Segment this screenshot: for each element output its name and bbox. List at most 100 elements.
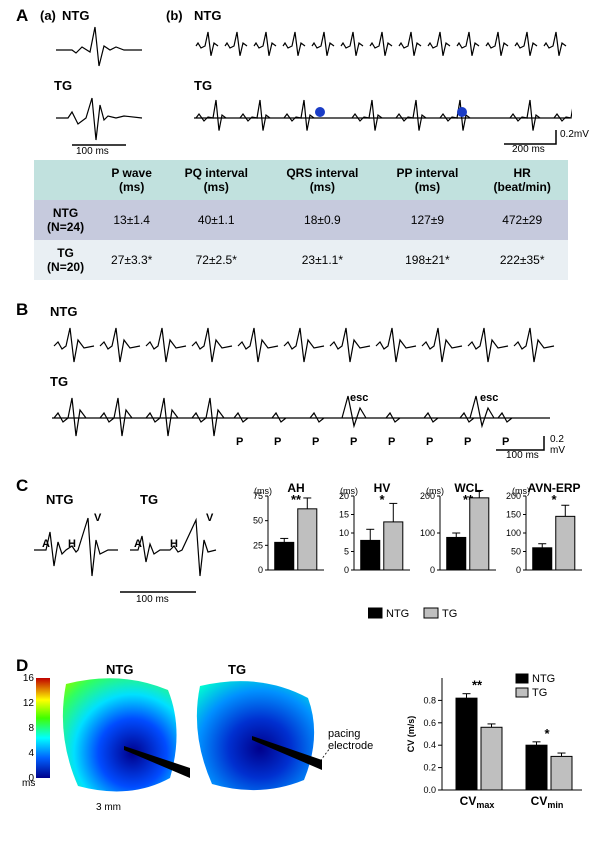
- svg-text:CV (m/s): CV (m/s): [406, 716, 416, 753]
- table-cell: 472±29: [476, 200, 568, 240]
- panel-b-scale-amp: 0.2 mV: [550, 434, 576, 456]
- esc-annotation: esc: [480, 392, 498, 404]
- panel-b-tg: TG: [50, 374, 68, 389]
- table-header: PP interval (ms): [378, 160, 476, 200]
- svg-text:16: 16: [23, 674, 35, 684]
- table-cell: 23±1.1*: [266, 240, 378, 280]
- panel-a-sub-b: (b): [166, 8, 183, 23]
- pacing-electrode-label: pacing electrode: [328, 728, 388, 752]
- panel-c: C NTG TG A H V A H V 100 ms NTG TG 02550…: [16, 476, 582, 626]
- table-header: QRS interval (ms): [266, 160, 378, 200]
- panel-c-tg: TG: [140, 492, 158, 507]
- panel-d: D 0481216 ms NTG TG: [16, 656, 582, 836]
- table-row-head: TG (N=20): [34, 240, 97, 280]
- svg-text:0.8: 0.8: [423, 695, 436, 705]
- bar-chart-HV: 05101520(ms)HV*: [328, 482, 414, 604]
- panel-d-scalebar-label: 3 mm: [96, 802, 121, 813]
- table-cell: 18±0.9: [266, 200, 378, 240]
- panel-a-scale-b-amp: 0.2mV: [560, 129, 589, 140]
- panel-c-label: C: [16, 476, 28, 496]
- label-a-ntg: A: [42, 538, 50, 550]
- svg-text:TG: TG: [532, 687, 547, 699]
- panel-a-scale-b-time: 200 ms: [512, 144, 545, 155]
- svg-text:(ms): (ms): [426, 486, 444, 496]
- panel-c-legend: NTG TG: [368, 606, 488, 622]
- panel-a: A (a) NTG (b) NTG TG 100 ms TG 0.2mV 200…: [16, 6, 576, 156]
- p-annotation: P: [312, 436, 319, 448]
- svg-text:**: **: [472, 678, 483, 693]
- svg-text:*: *: [544, 726, 550, 741]
- table-cell: 222±35*: [476, 240, 568, 280]
- svg-text:150: 150: [506, 510, 521, 520]
- svg-text:0.2: 0.2: [423, 763, 436, 773]
- colorbar-unit: ms: [22, 778, 35, 789]
- panel-b-label: B: [16, 300, 28, 320]
- label-v-ntg: V: [94, 512, 101, 524]
- svg-text:NTG: NTG: [532, 673, 555, 685]
- svg-text:0: 0: [516, 565, 521, 575]
- table-cell: 198±21*: [378, 240, 476, 280]
- table-row-head: NTG (N=24): [34, 200, 97, 240]
- table-cell: 127±9: [378, 200, 476, 240]
- colorbar: 0481216: [18, 674, 52, 794]
- legend-ntg: NTG: [386, 608, 409, 620]
- svg-text:0: 0: [430, 565, 435, 575]
- activation-maps: [60, 676, 330, 816]
- svg-text:10: 10: [339, 528, 349, 538]
- bar-chart-AVN-ERP: 050100150200(ms)AVN-ERP*: [500, 482, 586, 604]
- label-h-tg: H: [170, 538, 178, 550]
- bar-chart-AH: 0255075(ms)AH**: [242, 482, 328, 604]
- table-header: P wave (ms): [97, 160, 166, 200]
- panel-a-ntg-b: NTG: [194, 8, 221, 23]
- table-row: TG (N=20)27±3.3*72±2.5*23±1.1*198±21*222…: [34, 240, 568, 280]
- table-header: PQ interval (ms): [166, 160, 266, 200]
- svg-text:5: 5: [344, 547, 349, 557]
- blue-dot-icon: [315, 107, 325, 117]
- panel-a-trace-b-ntg: [192, 24, 572, 64]
- p-annotation: P: [426, 436, 433, 448]
- panel-a-label: A: [16, 6, 28, 26]
- table-cell: 72±2.5*: [166, 240, 266, 280]
- svg-text:100: 100: [506, 528, 521, 538]
- svg-text:100: 100: [420, 528, 435, 538]
- svg-text:CVmin: CVmin: [531, 794, 564, 810]
- svg-text:0.4: 0.4: [423, 740, 436, 750]
- panel-a-trace-a-ntg: [54, 20, 144, 72]
- label-a-tg: A: [134, 538, 142, 550]
- p-annotation: P: [274, 436, 281, 448]
- svg-text:(ms): (ms): [340, 486, 358, 496]
- svg-text:25: 25: [253, 540, 263, 550]
- panel-d-ntg: NTG: [106, 662, 133, 677]
- svg-text:0.0: 0.0: [423, 785, 436, 795]
- table-cell: 13±1.4: [97, 200, 166, 240]
- svg-text:CVmax: CVmax: [460, 794, 495, 810]
- p-annotation: P: [464, 436, 471, 448]
- svg-text:4: 4: [28, 748, 34, 759]
- svg-text:12: 12: [23, 698, 35, 709]
- panel-c-scale-label: 100 ms: [136, 594, 169, 605]
- svg-text:0: 0: [258, 565, 263, 575]
- table-cell: 27±3.3*: [97, 240, 166, 280]
- panel-c-ntg: NTG: [46, 492, 73, 507]
- panel-a-trace-a-tg: [54, 90, 144, 148]
- legend-tg: TG: [442, 608, 457, 620]
- blue-dot-icon: [457, 107, 467, 117]
- bar-chart-WCL: 0100200(ms)WCL**: [414, 482, 500, 604]
- svg-text:(ms): (ms): [254, 486, 272, 496]
- ecg-parameters-table: P wave (ms)PQ interval (ms)QRS interval …: [34, 160, 568, 280]
- panel-b-scale-time: 100 ms: [506, 450, 539, 461]
- svg-text:50: 50: [511, 547, 521, 557]
- p-annotation: P: [350, 436, 357, 448]
- cv-bar-chart: 0.00.20.40.60.8CV (m/s)CVmax**CVmin*NTGT…: [402, 658, 588, 816]
- table-header: [34, 160, 97, 200]
- svg-text:15: 15: [339, 510, 349, 520]
- esc-annotation: esc: [350, 392, 368, 404]
- panel-d-tg: TG: [228, 662, 246, 677]
- svg-text:8: 8: [28, 723, 34, 734]
- svg-text:**: **: [291, 492, 302, 507]
- svg-text:0: 0: [344, 565, 349, 575]
- label-h-ntg: H: [68, 538, 76, 550]
- p-annotation: P: [236, 436, 243, 448]
- table-cell: 40±1.1: [166, 200, 266, 240]
- p-annotation: P: [388, 436, 395, 448]
